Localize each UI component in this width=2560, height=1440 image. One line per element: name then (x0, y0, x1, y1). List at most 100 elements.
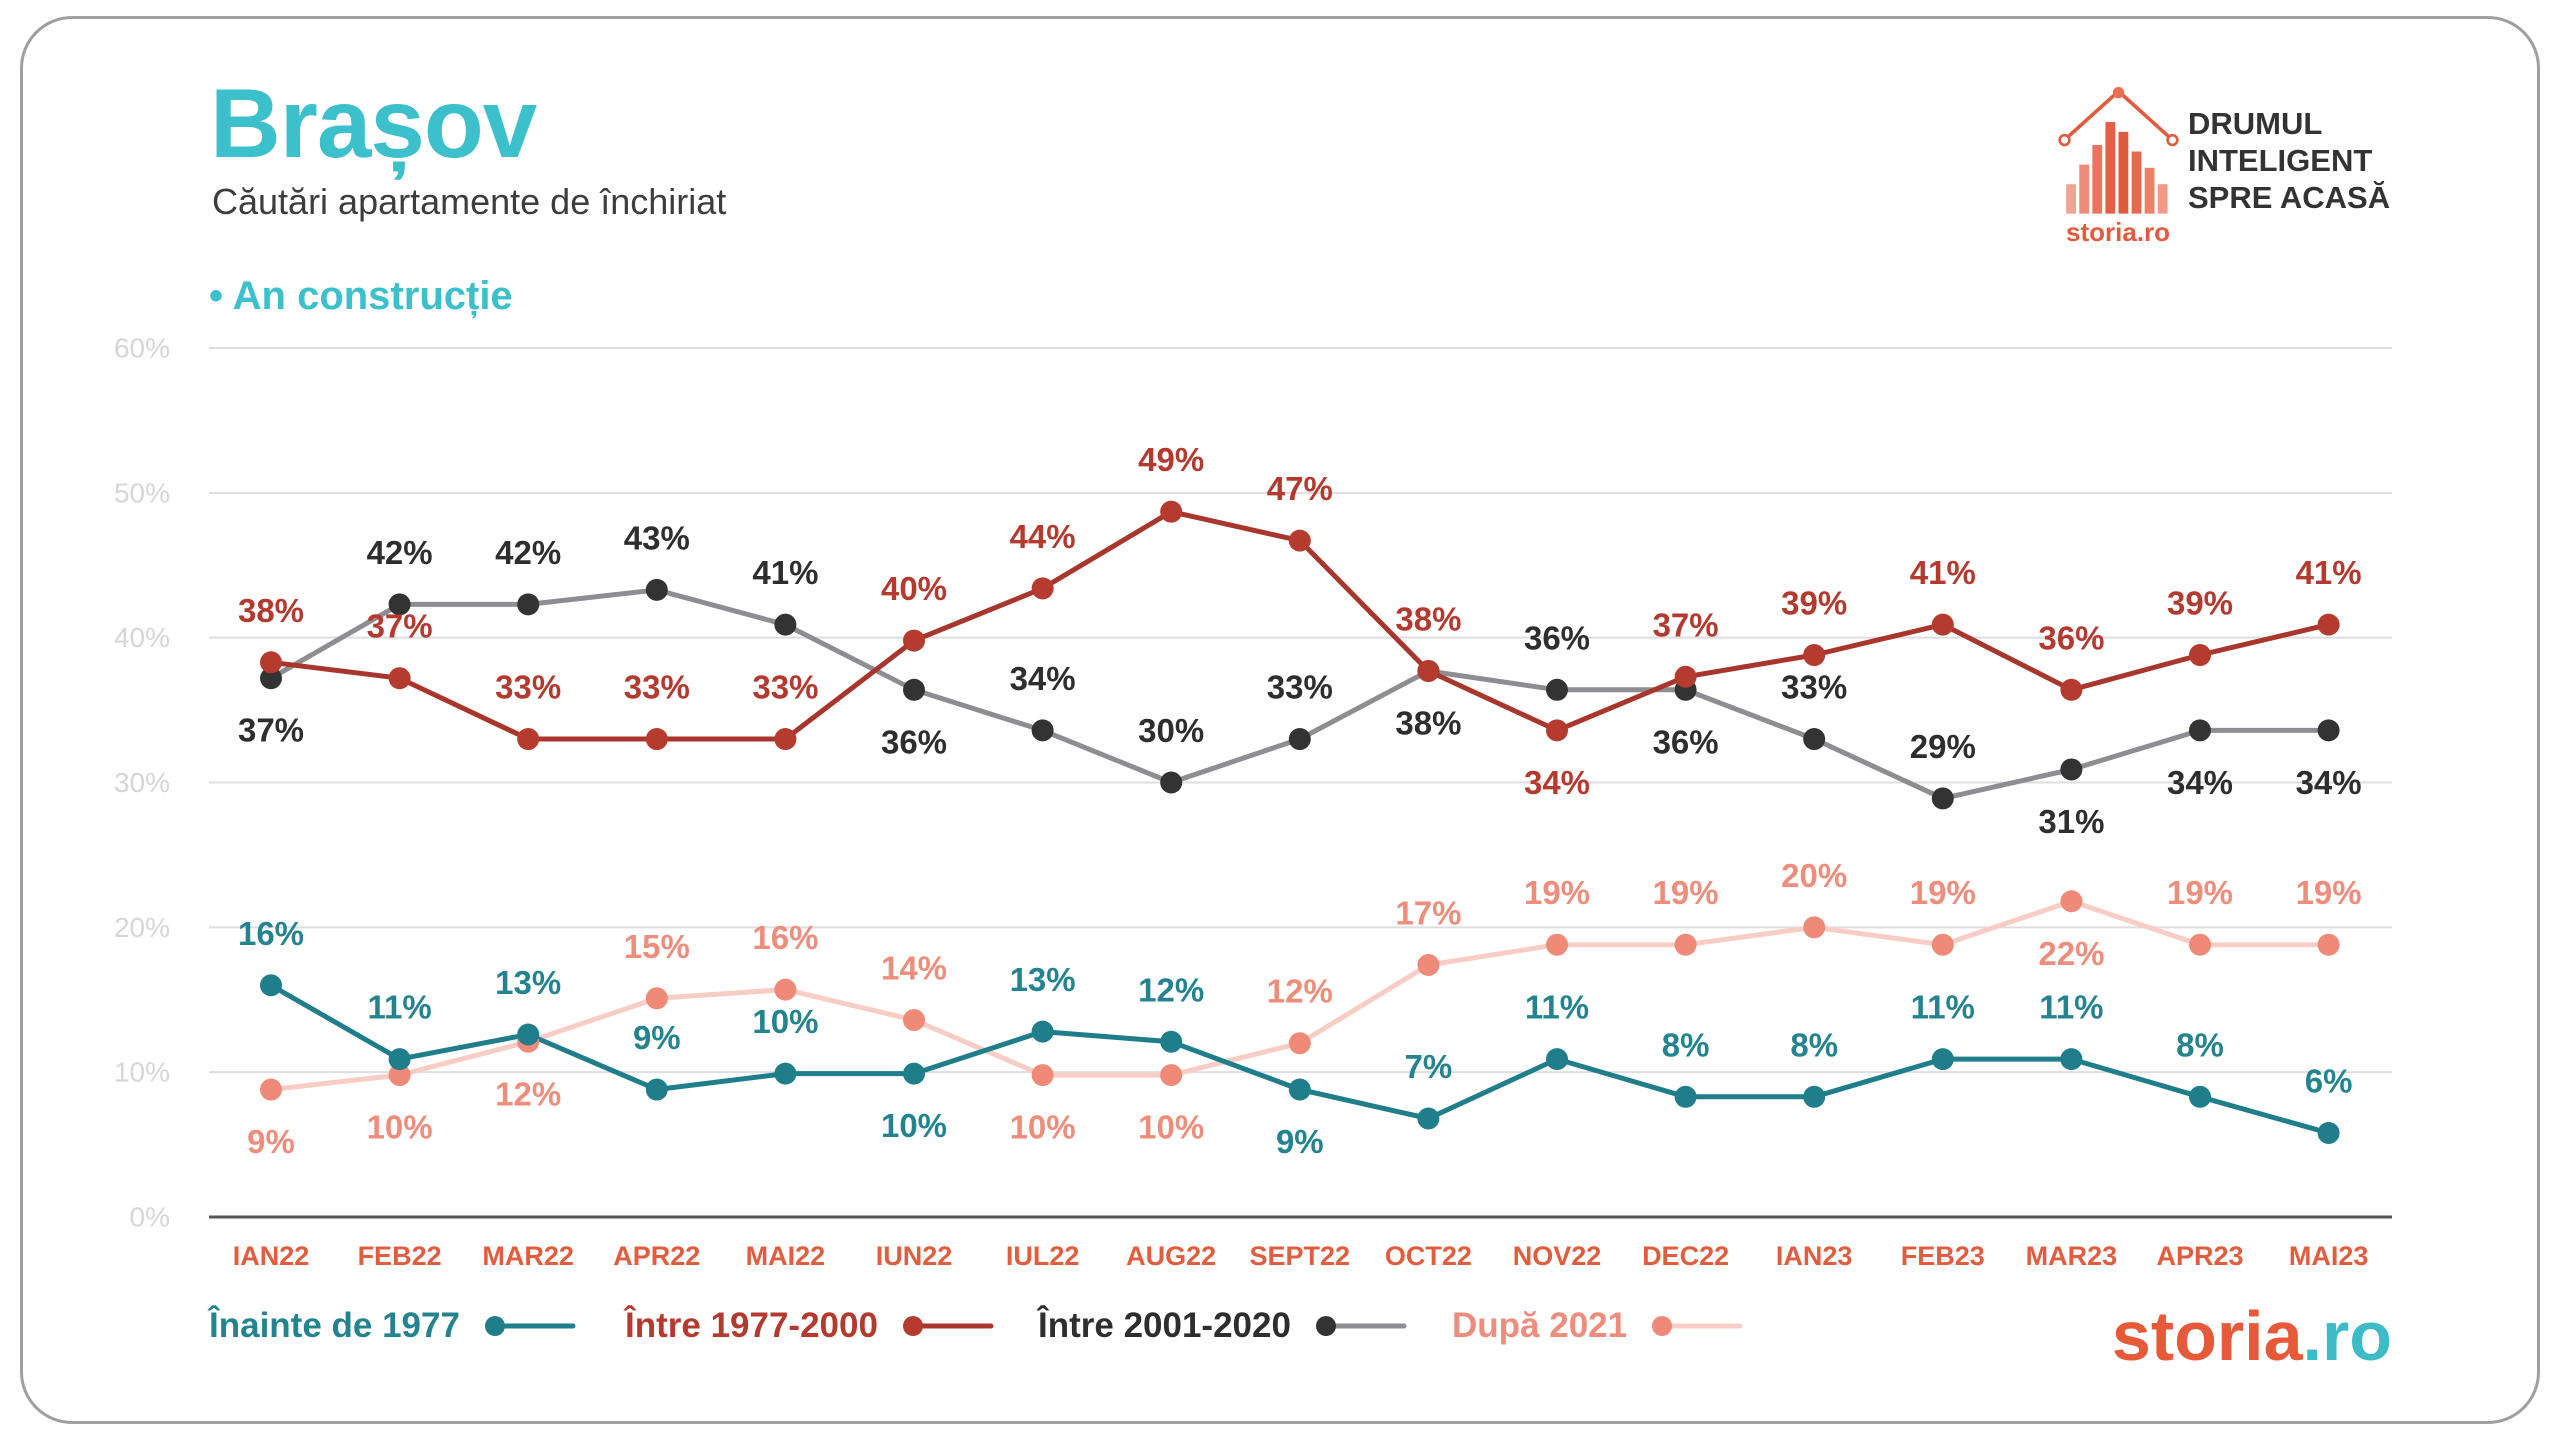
series-1977-2000-data-label: 36% (2038, 619, 2104, 656)
series-after-2021-data-label: 19% (1653, 874, 1719, 911)
series-1977-2000-data-label: 39% (1781, 585, 1847, 622)
section-label: • An construcție (209, 274, 513, 318)
series-after-2021-data-label: 20% (1781, 857, 1847, 894)
series-2001-2020-point (1288, 728, 1311, 751)
series-1977-2000-point (1160, 500, 1183, 523)
logo-tagline: DRUMUL INTELIGENT SPRE ACASĂ (2188, 105, 2390, 216)
series-2001-2020-point (903, 678, 925, 701)
series-2001-2020-data-label: 43% (624, 519, 690, 556)
series-2001-2020-data-label: 42% (367, 534, 433, 571)
legend-label: Între 2001-2020 (1038, 1306, 1291, 1345)
series-after-2021-point (645, 987, 668, 1010)
page-title: Brașov (210, 68, 537, 178)
legend-label: Între 1977-2000 (625, 1306, 878, 1345)
series-before-1977-point (388, 1048, 411, 1071)
legend-item-after-2021: După 2021 (1452, 1304, 1743, 1348)
series-2001-2020-point (388, 593, 411, 616)
series-before-1977-point (517, 1023, 540, 1046)
series-2001-2020-data-label: 38% (1395, 704, 1461, 741)
series-before-1977-data-label: 11% (2039, 989, 2103, 1026)
x-tick-label: FEB22 (358, 1241, 442, 1271)
series-before-1977-point (645, 1078, 668, 1101)
x-tick-label: MAR23 (2026, 1241, 2118, 1271)
logo-brand-text: storia.ro (2066, 217, 2171, 247)
logo-bar (2157, 184, 2168, 214)
x-tick-label: APR22 (613, 1241, 700, 1271)
series-before-1977-data-label: 6% (2305, 1062, 2353, 1099)
series-2001-2020-point (1031, 719, 1054, 742)
legend-dot-swatch (902, 1316, 923, 1336)
series-1977-2000-point (1417, 659, 1440, 682)
series-1977-2000-data-label: 33% (624, 669, 690, 706)
y-tick-label: 60% (114, 333, 170, 364)
series-1977-2000-point (774, 728, 797, 751)
legend-item-1977-2000: Între 1977-2000 (625, 1304, 994, 1348)
series-before-1977-point (1931, 1048, 1954, 1071)
y-tick-label: 40% (114, 622, 170, 653)
series-after-2021-point (1417, 953, 1440, 976)
series-after-2021-point (260, 1078, 282, 1101)
series-1977-2000-data-label: 41% (1910, 554, 1976, 591)
series-2001-2020-data-label: 31% (2038, 803, 2104, 840)
series-after-2021-point (2189, 933, 2211, 956)
series-2001-2020-data-label: 36% (881, 723, 947, 760)
series-2001-2020-point (260, 667, 282, 690)
brand-name: storia (2111, 1297, 2303, 1375)
series-1977-2000-point (260, 651, 282, 674)
series-1977-2000-point (2060, 678, 2083, 701)
x-tick-label: APR23 (2156, 1241, 2243, 1271)
legend-swatch (902, 1316, 994, 1336)
x-tick-label: IUL22 (1006, 1241, 1080, 1271)
series-1977-2000-point (2189, 644, 2211, 667)
legend-label: După 2021 (1452, 1306, 1628, 1345)
series-2001-2020-point (1160, 771, 1183, 794)
series-after-2021-data-label: 19% (1524, 874, 1590, 911)
x-tick-label: OCT22 (1385, 1241, 1472, 1271)
series-before-1977-data-label: 7% (1405, 1048, 1453, 1085)
series-after-2021-point (903, 1009, 925, 1032)
series-after-2021-point (1288, 1032, 1311, 1055)
y-tick-label: 30% (114, 767, 170, 798)
series-2001-2020-data-label: 37% (238, 712, 304, 749)
logo-roof-right (2120, 92, 2173, 140)
x-tick-label: MAR22 (482, 1241, 574, 1271)
series-1977-2000-point (2317, 613, 2340, 636)
series-1977-2000-data-label: 39% (2167, 585, 2233, 622)
series-after-2021-data-label: 9% (247, 1123, 295, 1160)
series-before-1977-point (774, 1062, 797, 1085)
series-2001-2020-point (517, 593, 540, 616)
logo-bar (2079, 164, 2090, 214)
series-after-2021-point (1546, 933, 1568, 956)
series-2001-2020-data-label: 30% (1138, 712, 1204, 749)
series-after-2021-point (2317, 933, 2340, 956)
series-before-1977-point (1160, 1030, 1183, 1053)
series-after-2021-point (1803, 916, 1826, 939)
series-2001-2020-point (2189, 719, 2211, 742)
series-2001-2020-data-label: 36% (1653, 723, 1719, 760)
series-after-2021-data-label: 14% (881, 950, 947, 987)
series-1977-2000-point (903, 629, 925, 652)
logo-tagline-line: SPRE ACASĂ (2188, 180, 2391, 215)
x-axis-tick-labels: IAN22 FEB22 MAR22 APR22 MAI22 IUN22 IUL22 AUG22… (233, 1241, 2369, 1271)
series-2001-2020-data-label: 41% (752, 554, 818, 591)
series-1977-2000-point (1031, 577, 1054, 600)
series-2001-2020-point (2060, 758, 2083, 781)
series-after-2021-point (1674, 933, 1697, 956)
series-before-1977-data-label: 8% (2176, 1026, 2224, 1063)
series-before-1977-data-label: 9% (1276, 1123, 1324, 1160)
series-before-1977-data-label: 9% (633, 1019, 681, 1056)
x-tick-label: IUN22 (876, 1241, 953, 1271)
logo-bar (2131, 151, 2142, 214)
house-bar-chart-icon (2058, 86, 2179, 214)
x-tick-label: SEPT22 (1250, 1241, 1351, 1271)
series-after-2021-data-label: 16% (752, 919, 818, 956)
data-labels: 9% 10% 12% 15% 16% 14% 10% 10% 12% 17% 19% 19% 20% 19… (238, 441, 2362, 1160)
series-before-1977-data-label: 10% (881, 1107, 947, 1144)
series-2001-2020-data-label: 34% (2167, 764, 2233, 801)
gridlines (209, 347, 2392, 1219)
logo-roof-eave (2166, 133, 2179, 147)
series-before-1977-point (260, 974, 282, 997)
series-after-2021-data-label: 10% (1138, 1109, 1204, 1146)
series-1977-2000-data-label: 41% (2296, 554, 2362, 591)
